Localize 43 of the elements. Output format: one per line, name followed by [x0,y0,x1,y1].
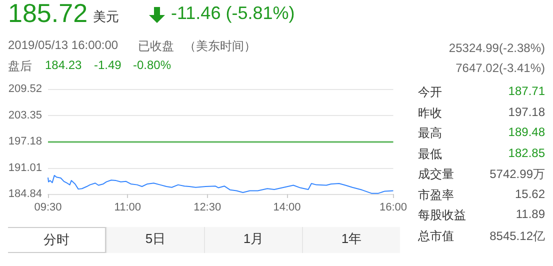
text: 已收盘 [138,38,174,55]
text: 每股收益 [418,207,466,224]
text: -1.49 [94,58,122,72]
y-tick-label: 203.35 [8,109,42,122]
text: 最高 [418,125,442,142]
text: 25324.99(-2.38%) [448,41,545,55]
text: 8545.12亿 [490,228,545,244]
text: 5日 [106,227,204,253]
text: 成交量 [418,166,454,183]
text: 5742.99万 [490,166,545,183]
y-tick-label: 184.84 [8,188,42,200]
text: 总市值 [418,228,454,244]
text: 今开 [418,84,442,101]
text: 189.48 [508,125,545,141]
x-tick-label: 09:30 [34,202,62,214]
text: 市盈率 [418,186,454,204]
text: -11.46 (-5.81%) [171,3,295,24]
text: 184.23 [45,58,82,72]
text: 11.89 [516,207,545,223]
text: -0.80% [133,58,172,72]
text: 1月 [204,227,302,253]
text: 昨收 [418,104,442,122]
y-tick-label: 209.52 [8,83,42,95]
x-tick-label: 12:30 [194,202,222,214]
chart-title: 185.72 [8,0,88,29]
text: （美东时间） [184,38,256,55]
text: 1年 [302,227,400,253]
text: 182.85 [508,146,545,162]
text: 7647.02(-3.41%) [456,61,545,75]
line-series [48,174,394,194]
text: 美元 [93,8,119,26]
text: 2019/05/13 16:00:00 [8,38,118,52]
text: 最低 [418,146,442,162]
x-tick-label: 11:00 [114,202,142,214]
text: 197.18 [508,104,545,120]
text: 分时 [8,227,106,253]
y-tick-label: 197.18 [8,136,42,148]
y-tick-label: 191.01 [8,162,42,174]
x-tick-label: 16:00 [379,202,407,214]
text: 15.62 [514,186,545,202]
text: 盘后 [8,58,32,75]
x-tick-label: 14:00 [273,202,301,214]
text: 187.71 [508,84,545,100]
